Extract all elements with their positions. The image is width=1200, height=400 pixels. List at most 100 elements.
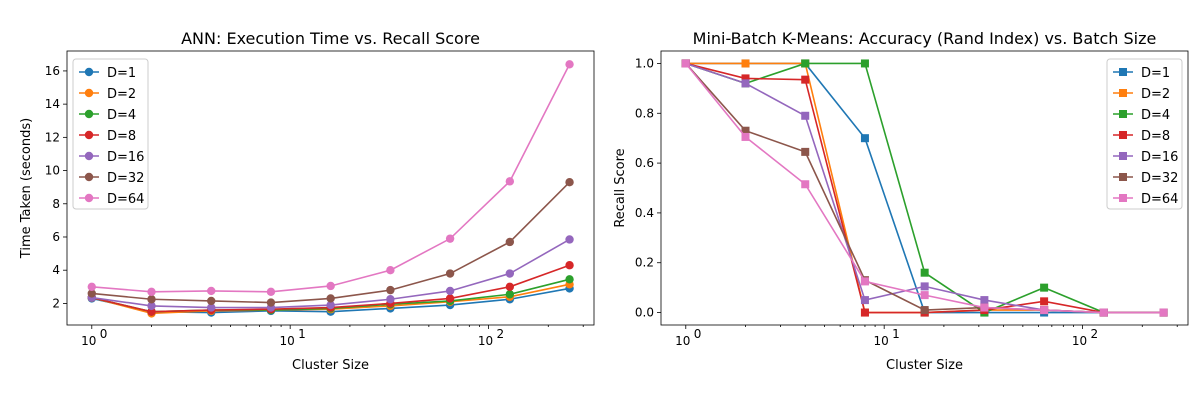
legend-swatch-marker [1119, 131, 1127, 139]
legend-label: D=64 [107, 192, 144, 207]
y-axis-label: Time Taken (seconds) [19, 118, 34, 259]
legend-swatch-marker [84, 130, 94, 140]
legend-label: D=32 [1141, 171, 1178, 186]
legend-entry: D=64 [79, 192, 144, 207]
data-point [801, 75, 810, 84]
legend-swatch-marker [1119, 110, 1127, 118]
data-point [741, 132, 750, 141]
legend-entry: D=16 [1113, 150, 1178, 165]
legend-swatch-marker [84, 193, 94, 203]
legend-swatch-marker [84, 67, 94, 77]
legend-label: D=2 [107, 87, 136, 102]
legend-entry: D=64 [1113, 192, 1178, 207]
y-tick-label: 2 [52, 296, 60, 310]
legend-swatch-marker [84, 151, 94, 161]
legend-entry: D=1 [1113, 66, 1170, 81]
data-point [147, 295, 156, 304]
legend-label: D=64 [1141, 192, 1178, 207]
data-point [860, 59, 869, 68]
data-point [505, 290, 515, 299]
y-tick-label: 16 [45, 64, 60, 78]
data-point [920, 282, 929, 291]
data-point [147, 301, 156, 311]
data-point [565, 261, 574, 270]
x-tick-label: 10 [478, 334, 493, 348]
axes-frame [66, 50, 595, 326]
data-point [681, 59, 690, 68]
chart-right-minibatch-kmeans-accuracy: Mini-Batch K-Means: Accuracy (Rand Index… [613, 29, 1189, 373]
chart-title: Mini-Batch K-Means: Accuracy (Rand Index… [693, 29, 1157, 48]
legend-label: D=16 [1141, 150, 1178, 165]
data-point [87, 282, 96, 292]
data-point [266, 287, 276, 296]
y-tick-label: 6 [52, 230, 60, 244]
data-point [801, 147, 810, 156]
data-point [741, 79, 750, 88]
legend-box [72, 58, 149, 210]
data-point [386, 266, 395, 275]
legend-entry: D=16 [79, 150, 144, 165]
y-tick-label: 8 [52, 197, 60, 211]
data-point [980, 296, 989, 305]
y-tick-label: 0.2 [635, 256, 654, 270]
data-point [505, 269, 515, 278]
x-tick-label-exponent: 1 [892, 327, 900, 341]
legend-entry: D=8 [1113, 129, 1170, 144]
legend-entry: D=32 [79, 171, 144, 186]
data-point [386, 295, 395, 304]
legend-swatch-marker [1119, 152, 1127, 160]
y-tick-label: 0.8 [635, 106, 654, 120]
data-point [801, 59, 810, 68]
data-point [920, 306, 929, 315]
legend-label: D=4 [1141, 108, 1170, 123]
data-point [741, 126, 750, 135]
x-tick-label: 10 [874, 334, 889, 348]
legend: D=1 D=2 D=4 D=8 D=16 D=32 D=64 [1106, 58, 1183, 210]
data-point [980, 303, 989, 312]
data-point [505, 282, 515, 292]
data-point [1099, 308, 1108, 317]
chart-title: ANN: Execution Time vs. Recall Score [181, 29, 480, 48]
data-point [860, 308, 869, 317]
data-point [1040, 306, 1049, 315]
x-axis-label: Cluster Size [886, 358, 963, 373]
data-point [87, 289, 96, 298]
y-tick-label: 14 [45, 97, 60, 111]
series-d-64 [681, 59, 1168, 317]
data-point [565, 177, 574, 187]
y-tick-label: 10 [45, 164, 60, 178]
y-tick-label: 1.0 [635, 56, 654, 70]
legend-entry: D=1 [79, 66, 136, 81]
legend-swatch-marker [84, 109, 94, 119]
data-point [920, 291, 929, 300]
data-point [207, 296, 216, 306]
legend-swatch-marker [1119, 173, 1127, 181]
data-point [565, 275, 574, 284]
legend-label: D=32 [107, 171, 144, 186]
data-point [801, 111, 810, 120]
series-d-16 [87, 235, 574, 312]
legend-entry: D=2 [1113, 87, 1170, 102]
legend-entry: D=4 [1113, 108, 1170, 123]
data-point [1040, 297, 1049, 306]
data-point [326, 294, 335, 303]
x-tick-label: 10 [675, 334, 690, 348]
data-point [147, 287, 156, 296]
legend-swatch-marker [84, 88, 94, 98]
legend-entry: D=4 [79, 108, 136, 123]
y-tick-label: 12 [45, 130, 60, 144]
series-d-64 [87, 60, 574, 296]
legend-entry: D=32 [1113, 171, 1178, 186]
legend-label: D=4 [107, 108, 136, 123]
data-point [860, 134, 869, 143]
legend-label: D=1 [1141, 66, 1170, 81]
data-point [207, 286, 216, 296]
axes-frame [660, 50, 1189, 326]
data-point [445, 286, 455, 296]
series-d-32 [87, 177, 574, 307]
data-point [920, 268, 929, 277]
legend-label: D=2 [1141, 87, 1170, 102]
